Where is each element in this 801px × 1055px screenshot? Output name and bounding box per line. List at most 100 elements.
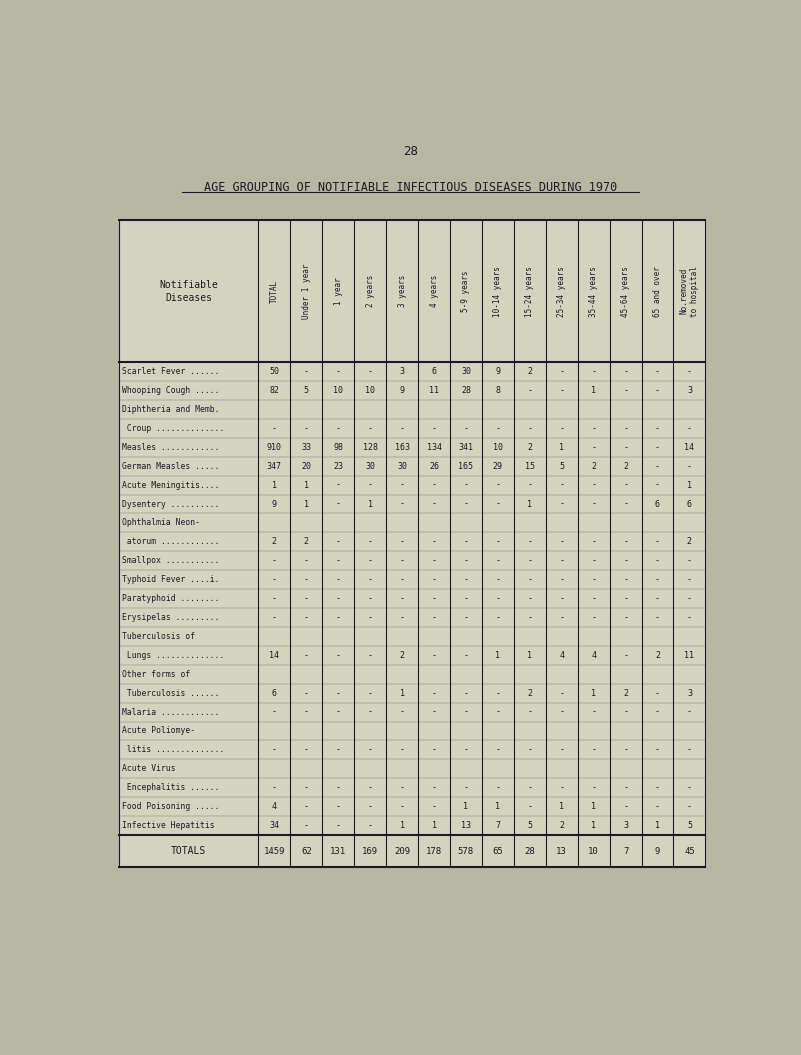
Text: 165: 165 [458, 462, 473, 471]
Text: -: - [655, 443, 660, 452]
Text: TOTAL: TOTAL [270, 280, 279, 303]
Text: -: - [559, 499, 564, 509]
Text: 29: 29 [493, 462, 503, 471]
Text: -: - [400, 613, 405, 622]
Text: -: - [272, 424, 277, 433]
Text: -: - [368, 821, 372, 830]
Text: 4 years: 4 years [429, 275, 438, 307]
Text: -: - [464, 537, 469, 546]
Text: -: - [495, 708, 501, 716]
Text: -: - [400, 783, 405, 792]
Text: -: - [655, 575, 660, 584]
Text: -: - [527, 746, 533, 754]
Text: -: - [336, 821, 340, 830]
Text: 30: 30 [397, 462, 407, 471]
Text: -: - [591, 443, 596, 452]
Text: 28: 28 [403, 146, 418, 158]
Text: -: - [495, 556, 501, 565]
Text: -: - [400, 708, 405, 716]
Text: -: - [304, 802, 309, 811]
Text: Infective Hepatitis: Infective Hepatitis [123, 821, 215, 830]
Text: -: - [591, 783, 596, 792]
Text: 7: 7 [623, 847, 628, 856]
Text: 20: 20 [301, 462, 312, 471]
Text: -: - [687, 367, 692, 377]
Text: Diphtheria and Memb.: Diphtheria and Memb. [123, 405, 220, 414]
Bar [119, 220, 706, 867]
Text: 2: 2 [527, 443, 533, 452]
Text: 34: 34 [269, 821, 280, 830]
Text: -: - [432, 613, 437, 622]
Text: -: - [495, 783, 501, 792]
Text: -: - [655, 556, 660, 565]
Text: 4: 4 [559, 651, 564, 659]
Text: 82: 82 [269, 386, 280, 395]
Text: 3: 3 [400, 367, 405, 377]
Text: -: - [495, 689, 501, 697]
Text: -: - [495, 499, 501, 509]
Text: -: - [655, 537, 660, 546]
Text: -: - [368, 708, 372, 716]
Text: -: - [495, 575, 501, 584]
Text: 163: 163 [395, 443, 409, 452]
Text: -: - [655, 386, 660, 395]
Text: -: - [400, 499, 405, 509]
Text: -: - [432, 499, 437, 509]
Text: -: - [368, 746, 372, 754]
Text: -: - [464, 708, 469, 716]
Text: -: - [559, 594, 564, 603]
Text: -: - [368, 556, 372, 565]
Text: 9: 9 [654, 847, 660, 856]
Text: -: - [368, 613, 372, 622]
Text: 1: 1 [495, 802, 501, 811]
Text: 1: 1 [527, 499, 533, 509]
Text: -: - [400, 556, 405, 565]
Text: 10: 10 [365, 386, 375, 395]
Text: -: - [559, 481, 564, 490]
Text: 9: 9 [400, 386, 405, 395]
Text: 1: 1 [527, 651, 533, 659]
Text: -: - [304, 575, 309, 584]
Text: -: - [623, 443, 628, 452]
Text: -: - [432, 689, 437, 697]
Text: -: - [368, 537, 372, 546]
Text: -: - [432, 556, 437, 565]
Text: 5: 5 [687, 821, 692, 830]
Text: -: - [336, 708, 340, 716]
Text: 15-24 years: 15-24 years [525, 266, 534, 316]
Text: AGE GROUPING OF NOTIFIABLE INFECTIOUS DISEASES DURING 1970: AGE GROUPING OF NOTIFIABLE INFECTIOUS DI… [204, 181, 617, 194]
Text: 1: 1 [591, 821, 596, 830]
Text: German Measles .....: German Measles ..... [123, 462, 220, 471]
Text: No.removed
to hospital: No.removed to hospital [679, 266, 699, 316]
Text: 1459: 1459 [264, 847, 285, 856]
Text: 1: 1 [559, 443, 564, 452]
Text: -: - [559, 689, 564, 697]
Text: -: - [655, 689, 660, 697]
Text: -: - [336, 689, 340, 697]
Text: -: - [464, 424, 469, 433]
Text: -: - [336, 556, 340, 565]
Text: -: - [272, 613, 277, 622]
Text: -: - [272, 783, 277, 792]
Text: -: - [527, 424, 533, 433]
Text: -: - [336, 537, 340, 546]
Text: 128: 128 [363, 443, 377, 452]
Text: -: - [623, 386, 628, 395]
Text: 1: 1 [559, 802, 564, 811]
Text: 3: 3 [687, 386, 692, 395]
Text: -: - [623, 499, 628, 509]
Text: 209: 209 [394, 847, 410, 856]
Text: -: - [400, 424, 405, 433]
Text: 1: 1 [272, 481, 277, 490]
Text: 10: 10 [493, 443, 503, 452]
Text: -: - [591, 481, 596, 490]
Text: 10: 10 [333, 386, 344, 395]
Text: Tuberculosis of: Tuberculosis of [123, 632, 195, 640]
Text: 3: 3 [687, 689, 692, 697]
Text: -: - [368, 481, 372, 490]
Text: 131: 131 [330, 847, 346, 856]
Text: Food Poisoning .....: Food Poisoning ..... [123, 802, 220, 811]
Text: 33: 33 [301, 443, 312, 452]
Text: -: - [336, 367, 340, 377]
Text: 2: 2 [559, 821, 564, 830]
